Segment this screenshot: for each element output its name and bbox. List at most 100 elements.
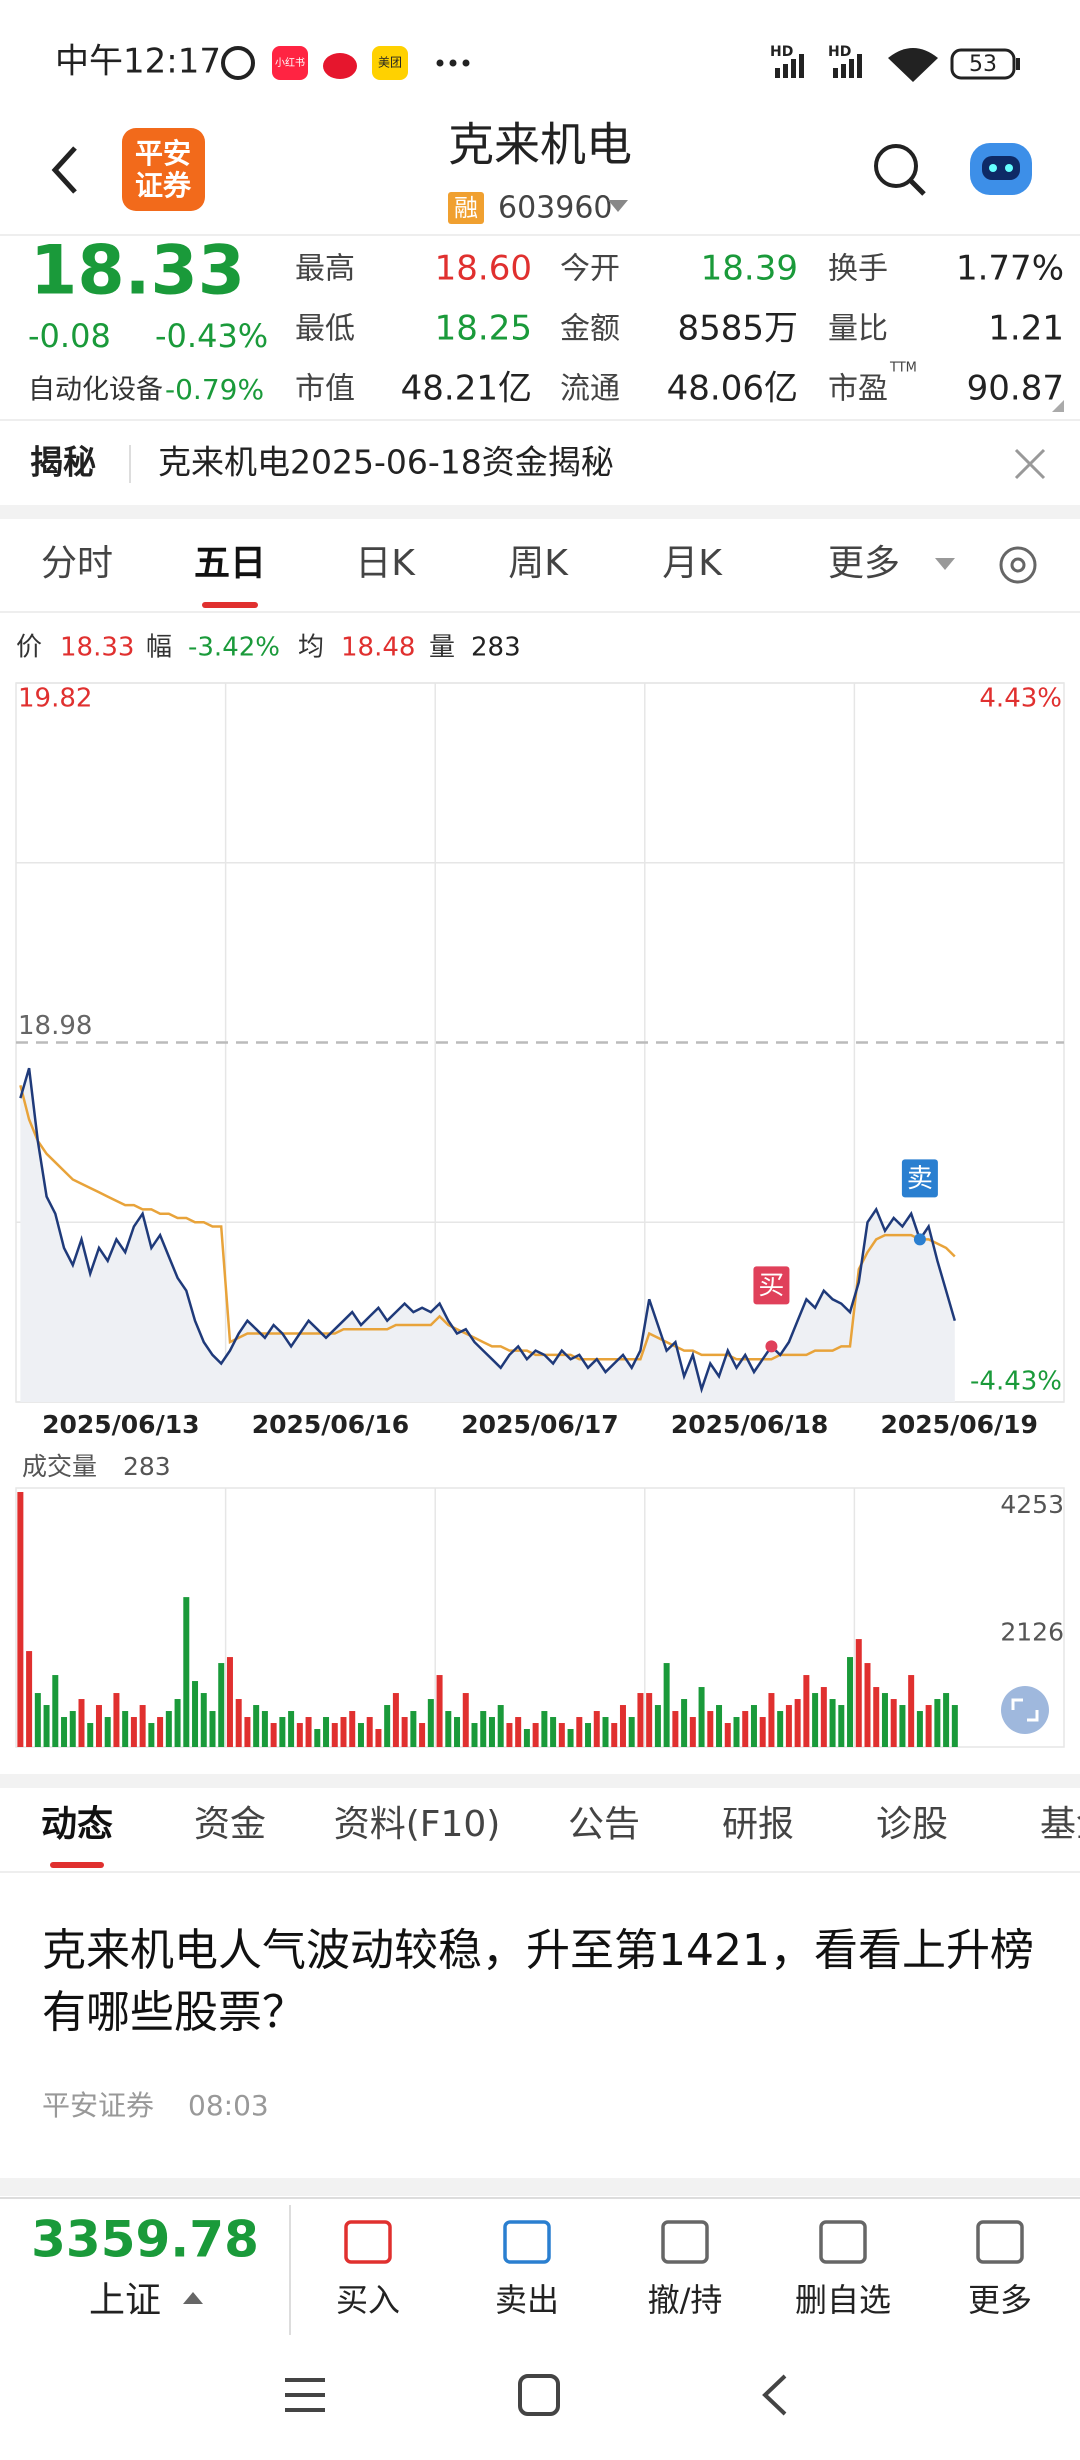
- logo-text: 证券: [135, 169, 192, 202]
- news-title[interactable]: 克来机电人气波动较稳，升至第1421，看看上升榜有哪些股票？: [42, 1925, 1034, 2038]
- period-tab[interactable]: 五日: [194, 543, 266, 584]
- stock-code: 603960: [498, 191, 613, 226]
- volume-bar: [724, 1723, 731, 1747]
- volume-bar: [515, 1717, 522, 1747]
- volume-tick-label: 2126: [1000, 1618, 1064, 1647]
- banner-label: 揭秘: [30, 443, 96, 482]
- y-tick-label: 18.98: [18, 1011, 92, 1041]
- volume-bar: [244, 1717, 251, 1747]
- volume-bar: [139, 1705, 146, 1747]
- volume-bar: [707, 1711, 714, 1747]
- volume-bar: [436, 1675, 443, 1747]
- volume-bar: [881, 1693, 888, 1747]
- period-tabs: 分时 五日 日K 周K 月K 更多: [41, 543, 900, 584]
- volume-bar: [532, 1723, 539, 1747]
- volume-bar: [794, 1699, 801, 1747]
- volume-bar: [95, 1705, 102, 1747]
- banner-text[interactable]: 克来机电2025-06-18资金揭秘: [158, 443, 614, 482]
- index-name[interactable]: 上证: [89, 2280, 161, 2321]
- margin-badge: [448, 192, 484, 224]
- network-label: HD: [828, 44, 851, 60]
- y2-tick-label: 4.43%: [979, 684, 1062, 714]
- period-tab[interactable]: 周K: [508, 543, 569, 584]
- action-label[interactable]: 删自选: [795, 2281, 891, 2319]
- volume-frame: [15, 1487, 1065, 1748]
- stat-value: 1.77%: [956, 249, 1064, 289]
- volume-bar: [69, 1711, 76, 1747]
- period-tab[interactable]: 分时: [41, 543, 113, 584]
- code-dropdown[interactable]: [608, 200, 628, 212]
- volume-bar: [253, 1705, 260, 1747]
- battery-icon: [950, 48, 1016, 80]
- volume-bar: [288, 1711, 295, 1747]
- info-value: 18.48: [341, 633, 415, 663]
- action-icon: [344, 2220, 392, 2264]
- volume-bar: [585, 1723, 592, 1747]
- news-tab[interactable]: 诊股: [876, 1804, 948, 1845]
- trade-badge: [901, 1159, 938, 1198]
- index-value[interactable]: 3359.78: [31, 2211, 259, 2269]
- app-name: 小红书: [275, 56, 305, 69]
- stat-label: 市盈: [828, 372, 888, 407]
- volume-bar: [934, 1699, 941, 1747]
- action-label[interactable]: 卖出: [495, 2281, 559, 2319]
- volume-bar: [200, 1693, 207, 1747]
- back-button[interactable]: [51, 146, 77, 194]
- volume-bar: [218, 1663, 225, 1747]
- banner-close[interactable]: [1014, 448, 1046, 480]
- volume-bar: [87, 1723, 94, 1747]
- news-tab[interactable]: 基金: [1040, 1804, 1080, 1845]
- action-label[interactable]: 更多: [968, 2281, 1032, 2319]
- news-tab-indicator: [50, 1862, 104, 1868]
- logo-text: 平安: [135, 137, 191, 170]
- period-tab[interactable]: 日K: [355, 543, 416, 584]
- nav-home[interactable]: [518, 2374, 560, 2416]
- news-tab[interactable]: 资料(F10): [334, 1804, 501, 1845]
- weibo-icon: [323, 53, 357, 79]
- sector-name: 自动化设备: [28, 375, 163, 406]
- news-tab[interactable]: 资金: [194, 1804, 266, 1845]
- volume-bar: [445, 1711, 452, 1747]
- volume-bar: [61, 1717, 68, 1747]
- volume-bar: [226, 1657, 233, 1747]
- action-label[interactable]: 买入: [336, 2281, 400, 2319]
- volume-bar: [908, 1675, 915, 1747]
- fullscreen-button[interactable]: [1001, 1686, 1049, 1734]
- volume-bar: [488, 1717, 495, 1747]
- news-tab[interactable]: 动态: [41, 1804, 113, 1845]
- volume-bar: [785, 1705, 792, 1747]
- info-value: 18.33: [60, 633, 134, 663]
- news-tab[interactable]: 公告: [568, 1804, 640, 1845]
- settings-button[interactable]: [999, 546, 1037, 584]
- nav-menu[interactable]: [285, 2378, 325, 2412]
- volume-bar: [480, 1711, 487, 1747]
- action-label[interactable]: 撤/持: [648, 2281, 723, 2319]
- signal-icon: [775, 54, 862, 78]
- period-tab[interactable]: 更多: [828, 543, 900, 584]
- action-icon: [503, 2220, 551, 2264]
- app-icon: [272, 46, 308, 80]
- volume-bar: [523, 1729, 530, 1747]
- y-tick-label: 19.82: [18, 684, 92, 714]
- nav-back[interactable]: [762, 2374, 787, 2416]
- volume-bar: [829, 1699, 836, 1747]
- volume-bar: [349, 1711, 356, 1747]
- volume-bar: [602, 1717, 609, 1747]
- status-time: 中午12:17: [55, 42, 221, 82]
- x-tick-label: 2025/06/17: [461, 1410, 618, 1439]
- volume-bar: [628, 1717, 635, 1747]
- volume-tick-label: 4253: [1000, 1490, 1064, 1519]
- trade-label: 卖: [907, 1164, 933, 1194]
- stat-label: 量比: [828, 312, 888, 347]
- stat-label: 流通: [560, 372, 620, 407]
- stat-label: 市值: [295, 372, 355, 407]
- tab-indicator: [202, 602, 258, 608]
- volume-bar: [270, 1723, 277, 1747]
- period-tab[interactable]: 月K: [662, 543, 723, 584]
- volume-bar: [611, 1723, 618, 1747]
- volume-bar: [637, 1693, 644, 1747]
- info-label: 量: [429, 633, 455, 663]
- search-button[interactable]: [874, 144, 918, 188]
- news-tab[interactable]: 研报: [722, 1804, 794, 1845]
